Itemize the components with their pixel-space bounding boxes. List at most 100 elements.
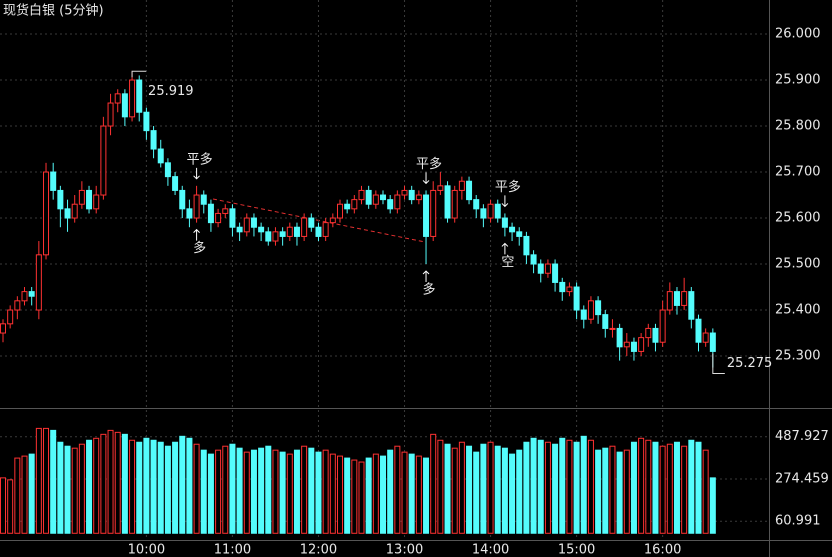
candle-body bbox=[444, 185, 451, 219]
candle-body bbox=[200, 194, 207, 205]
volume-bar bbox=[537, 439, 544, 534]
candle-body bbox=[430, 189, 437, 237]
volume-bar bbox=[250, 449, 257, 534]
candle-body bbox=[272, 231, 279, 242]
candle-body bbox=[401, 189, 408, 196]
volume-bar bbox=[466, 445, 473, 534]
candle-body bbox=[243, 217, 250, 233]
y-tick-label: 25.900 bbox=[775, 73, 821, 88]
candle-body bbox=[623, 341, 630, 348]
candle-body bbox=[43, 171, 50, 256]
volume-bar bbox=[193, 443, 200, 534]
y-tick-label: 25.700 bbox=[775, 165, 821, 180]
volume-bar bbox=[630, 441, 637, 534]
volume-bar bbox=[86, 439, 93, 534]
volume-bar bbox=[580, 435, 587, 534]
volume-bar bbox=[107, 429, 114, 534]
volume-bar bbox=[365, 457, 372, 534]
candle-body bbox=[530, 254, 537, 265]
x-tick-label: 16:00 bbox=[644, 543, 681, 557]
volume-bar bbox=[351, 459, 358, 534]
volume-bar bbox=[530, 437, 537, 534]
candle-body bbox=[595, 300, 602, 316]
candle-body bbox=[293, 226, 300, 237]
volume-bar bbox=[587, 439, 594, 534]
candle-body bbox=[509, 226, 516, 233]
volume-bar bbox=[258, 447, 265, 534]
candle-body bbox=[437, 185, 444, 191]
candle-body bbox=[150, 130, 157, 150]
volume-bar bbox=[516, 449, 523, 534]
volume-bar bbox=[150, 439, 157, 534]
volume-bar bbox=[336, 455, 343, 534]
volume-bar bbox=[0, 477, 6, 534]
volume-tick-label: 60.991 bbox=[775, 514, 821, 529]
candle-body bbox=[322, 222, 329, 237]
volume-bar bbox=[559, 437, 566, 534]
candle-body bbox=[121, 93, 128, 118]
candle-body bbox=[408, 189, 415, 201]
volume-bar bbox=[623, 449, 630, 534]
candle-body bbox=[222, 208, 229, 214]
annotation: 平多 bbox=[416, 156, 442, 172]
candle-body bbox=[50, 171, 57, 191]
volume-bar bbox=[602, 447, 609, 534]
annotation: 多 bbox=[193, 240, 206, 256]
volume-bar bbox=[172, 441, 179, 534]
candle-body bbox=[143, 111, 150, 132]
volume-bar bbox=[509, 453, 516, 534]
candle-body bbox=[107, 102, 114, 127]
candle-body bbox=[114, 93, 121, 104]
candle-body bbox=[566, 286, 573, 293]
volume-bar bbox=[186, 437, 193, 534]
volume-bar bbox=[243, 451, 250, 534]
volume-bar bbox=[358, 461, 365, 534]
volume-bar bbox=[473, 451, 480, 534]
candle-body bbox=[57, 189, 64, 210]
high-label: 25.919 bbox=[148, 84, 194, 99]
candle-body bbox=[466, 180, 473, 201]
volume-bar bbox=[523, 441, 530, 534]
volume-bar bbox=[14, 457, 21, 534]
volume-bar bbox=[43, 427, 50, 534]
candle-body bbox=[315, 226, 322, 237]
annotation-arrow bbox=[193, 228, 200, 241]
candle-body bbox=[28, 291, 35, 297]
x-tick-label: 11:00 bbox=[214, 543, 251, 557]
volume-bar bbox=[544, 441, 551, 534]
volume-bar bbox=[458, 441, 465, 534]
annotation: 空 bbox=[501, 255, 514, 270]
candle-body bbox=[229, 208, 236, 228]
volume-bar bbox=[394, 445, 401, 534]
candle-body bbox=[100, 125, 107, 196]
candle-body bbox=[186, 208, 193, 219]
annotation-arrow bbox=[422, 172, 430, 185]
candle-body bbox=[236, 226, 243, 233]
volume-bar bbox=[329, 453, 336, 534]
low-marker bbox=[712, 353, 725, 375]
candle-body bbox=[451, 189, 458, 219]
candle-body bbox=[14, 300, 21, 311]
candle-body bbox=[365, 189, 372, 205]
candle-body bbox=[673, 291, 680, 306]
candle-body bbox=[329, 217, 336, 224]
candle-body bbox=[358, 189, 365, 201]
trend-line bbox=[212, 198, 426, 243]
volume-bar bbox=[673, 441, 680, 534]
volume-bar bbox=[380, 455, 387, 534]
candle-body bbox=[279, 231, 286, 237]
volume-bar bbox=[487, 441, 494, 534]
candle-body bbox=[0, 323, 6, 334]
candle-body bbox=[394, 194, 401, 210]
volume-bar bbox=[272, 449, 279, 534]
candle-body bbox=[602, 314, 609, 329]
candle-body bbox=[659, 309, 666, 343]
volume-bar bbox=[595, 449, 602, 534]
volume-bar bbox=[652, 441, 659, 534]
volume-bar bbox=[279, 451, 286, 534]
volume-bar bbox=[114, 431, 121, 534]
volume-bar bbox=[293, 449, 300, 534]
candle-body bbox=[308, 217, 315, 228]
candle-body bbox=[415, 194, 422, 201]
candle-body bbox=[616, 327, 623, 348]
